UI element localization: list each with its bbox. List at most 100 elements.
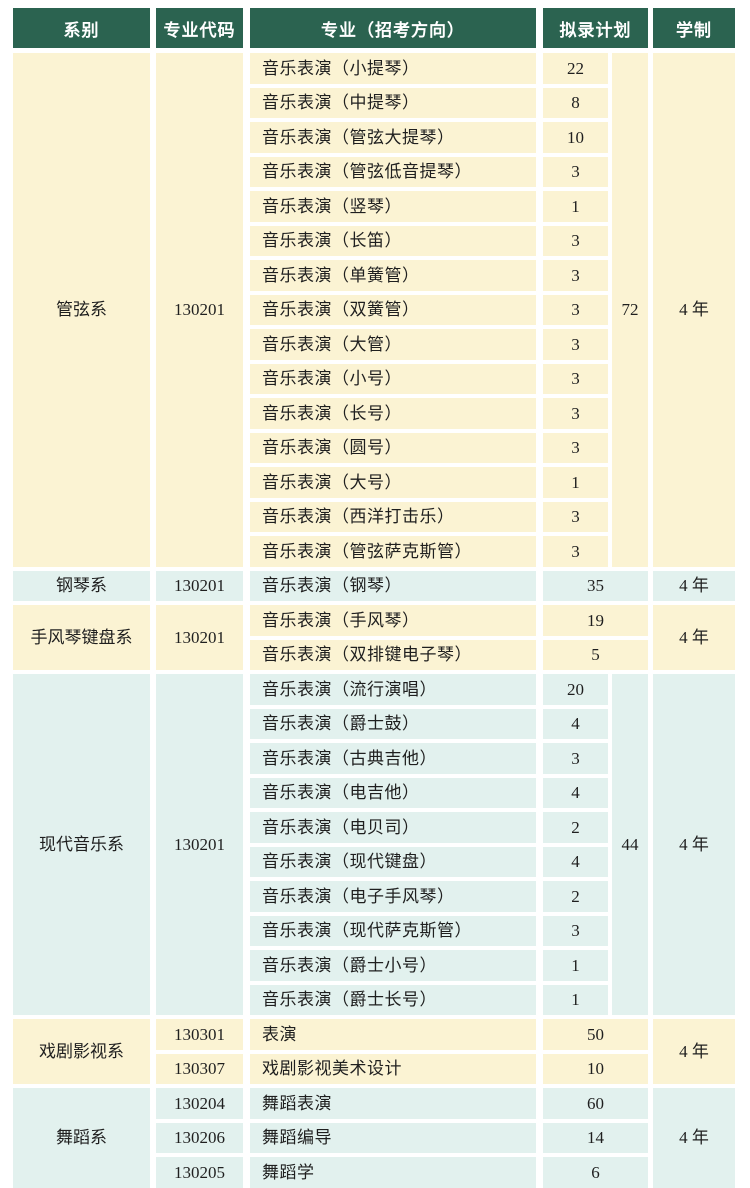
plan-value-cell: 2 [543,881,608,912]
major-code-cell: 130205 [156,1157,243,1188]
department-cell: 手风琴键盘系 [13,605,150,670]
plan-value-cell: 4 [543,708,608,739]
major-column: 音乐表演（流行演唱） 音乐表演（爵士鼓） 音乐表演（古典吉他） 音乐表演（电吉他） 音乐… [250,674,536,1015]
major-cell: 音乐表演（中提琴） [250,87,536,118]
major-cell: 音乐表演（小提琴） [250,53,536,84]
major-cell: 音乐表演（管弦大提琴） [250,122,536,153]
plan-value-cell: 35 [543,570,648,601]
major-cell: 音乐表演（管弦低音提琴） [250,156,536,187]
plan-total-cell: 44 [612,674,648,1015]
duration-column: 4 年 [653,605,735,670]
plan-value-cell: 14 [543,1122,648,1153]
major-cell: 音乐表演（爵士长号） [250,984,536,1015]
plan-value-cell: 10 [543,122,608,153]
major-column: 舞蹈表演 舞蹈编导舞蹈学 [250,1088,536,1188]
major-column: 音乐表演（小提琴） 音乐表演（中提琴） 音乐表演（管弦大提琴） 音乐表演（管弦低音提琴… [250,53,536,567]
major-code-cell: 130201 [156,570,243,601]
plan-value-cell: 22 [543,53,608,84]
major-cell: 音乐表演（古典吉他） [250,743,536,774]
table-section: 手风琴键盘系 130201 音乐表演（手风琴） 音乐表演（双排键电子琴） 19 5 4 年 [13,605,735,670]
planned-enrollment-column: 22 8 10 3 1 3 3 3 3 3 3 3 1 3 3 72 [543,53,648,567]
duration-cell: 4 年 [653,1019,735,1084]
plan-value-cell: 4 [543,777,608,808]
plan-value-cell: 3 [543,156,608,187]
plan-value-cell: 1 [543,950,608,981]
planned-enrollment-column: 60 14 6 [543,1088,648,1188]
plan-value-cell: 2 [543,812,608,843]
major-cell: 舞蹈编导 [250,1122,536,1153]
plan-value-cell: 8 [543,87,608,118]
major-cell: 音乐表演（钢琴） [250,570,536,601]
department-column: 钢琴系 [13,570,150,601]
header-major-code: 专业代码 [156,8,243,48]
table-section: 现代音乐系 130201 音乐表演（流行演唱） 音乐表演（爵士鼓） 音乐表演（古典吉他）… [13,674,735,1015]
planned-enrollment-column: 19 5 [543,605,648,670]
major-code-column: 130204 130206 130205 [156,1088,243,1188]
enrollment-plan-table: 系别 专业代码 专业（招考方向） 拟录计划 学制 管弦系 130201 音乐表演（小… [13,8,735,1188]
plan-value-cell: 3 [543,398,608,429]
major-cell: 音乐表演（大管） [250,329,536,360]
table-section: 戏剧影视系 130301 130307 表演 戏剧影视美术设计 50 10 4 年 [13,1019,735,1084]
major-code-cell: 130307 [156,1053,243,1084]
major-code-cell: 130201 [156,605,243,670]
plan-value-cell: 3 [543,329,608,360]
plan-value-cell: 3 [543,225,608,256]
table-section: 舞蹈系 130204 130206 130205 舞蹈表演 舞蹈编导 舞蹈学 60 14 6 4 年 [13,1088,735,1188]
major-column: 表演 戏剧影视美术设计 [250,1019,536,1084]
plan-value-cell: 3 [543,743,608,774]
plan-value-cell: 5 [543,639,648,670]
plan-value-cell: 3 [543,260,608,291]
major-cell: 表演 [250,1019,536,1050]
plan-value-cell: 1 [543,191,608,222]
header-department: 系别 [13,8,150,48]
major-code-column: 130201 [156,674,243,1015]
major-column: 音乐表演（手风琴） 音乐表演（双排键电子琴） [250,605,536,670]
duration-column: 4 年 [653,674,735,1015]
major-cell: 舞蹈表演 [250,1088,536,1119]
major-cell: 音乐表演（电子手风琴） [250,881,536,912]
major-cell: 音乐表演（管弦萨克斯管） [250,536,536,567]
major-code-cell: 130201 [156,674,243,1015]
planned-enrollment-column: 35 [543,570,648,601]
plan-split: 22 8 10 3 1 3 3 3 3 3 3 3 1 3 3 72 [543,53,648,567]
department-column: 舞蹈系 [13,1088,150,1188]
major-cell: 音乐表演（单簧管） [250,260,536,291]
duration-cell: 4 年 [653,1088,735,1188]
department-cell: 舞蹈系 [13,1088,150,1188]
plan-values-column: 22 8 10 3 1 3 3 3 3 3 3 3 1 3 3 [543,53,608,567]
plan-values-column: 20 4 3 4 2 4 2 3 1 1 [543,674,608,1015]
duration-cell: 4 年 [653,53,735,567]
department-cell: 戏剧影视系 [13,1019,150,1084]
plan-value-cell: 3 [543,363,608,394]
plan-value-cell: 19 [543,605,648,636]
plan-value-cell: 60 [543,1088,648,1119]
major-code-cell: 130301 [156,1019,243,1050]
major-cell: 音乐表演（爵士小号） [250,950,536,981]
major-code-cell: 130201 [156,53,243,567]
duration-column: 4 年 [653,570,735,601]
plan-value-cell: 10 [543,1053,648,1084]
major-cell: 音乐表演（圆号） [250,432,536,463]
header-planned-enrollment: 拟录计划 [543,8,648,48]
department-column: 现代音乐系 [13,674,150,1015]
plan-total-cell: 72 [612,53,648,567]
major-cell: 音乐表演（双簧管） [250,294,536,325]
planned-enrollment-column: 20 4 3 4 2 4 2 3 1 1 44 [543,674,648,1015]
major-cell: 音乐表演（长号） [250,398,536,429]
major-cell: 舞蹈学 [250,1157,536,1188]
duration-cell: 4 年 [653,570,735,601]
plan-value-cell: 3 [543,294,608,325]
duration-cell: 4 年 [653,674,735,1015]
plan-value-cell: 50 [543,1019,648,1050]
plan-value-cell: 6 [543,1157,648,1188]
major-code-column: 130301 130307 [156,1019,243,1084]
plan-value-cell: 20 [543,674,608,705]
plan-value-cell: 1 [543,467,608,498]
department-cell: 现代音乐系 [13,674,150,1015]
header-major-direction: 专业（招考方向） [250,8,536,48]
department-cell: 管弦系 [13,53,150,567]
department-column: 戏剧影视系 [13,1019,150,1084]
duration-column: 4 年 [653,53,735,567]
department-cell: 钢琴系 [13,570,150,601]
duration-column: 4 年 [653,1088,735,1188]
